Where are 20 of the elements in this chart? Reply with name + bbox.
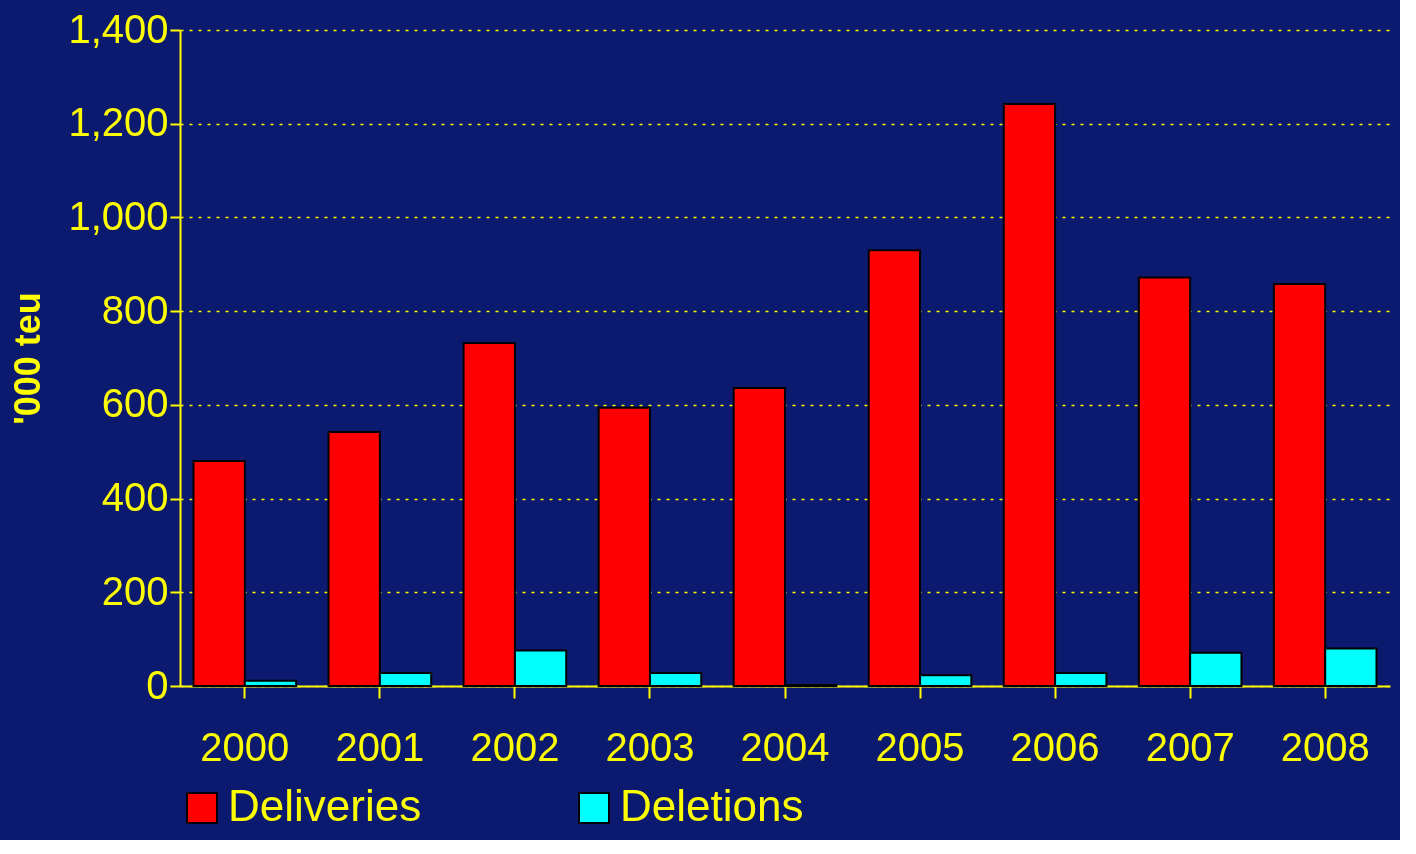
legend-label: Deliveries — [228, 781, 422, 830]
x-tick-label: 2005 — [875, 724, 965, 769]
x-tick-label: 2004 — [740, 724, 830, 769]
x-tick-label: 2007 — [1145, 724, 1235, 769]
x-tick-label: 2003 — [605, 724, 695, 769]
x-tick-label: 2002 — [470, 724, 560, 769]
y-tick-label: 0 — [146, 662, 169, 707]
y-tick-label: 1,000 — [68, 193, 169, 238]
y-axis-title: '000 teu — [7, 292, 49, 425]
x-tick-label: 2001 — [335, 724, 425, 769]
x-tick-label: 2000 — [200, 724, 290, 769]
legend-label: Deletions — [620, 781, 804, 830]
y-tick-label: 800 — [101, 287, 169, 332]
x-tick-label: 2006 — [1010, 724, 1100, 769]
y-tick-label: 1,200 — [68, 100, 169, 145]
y-tick-label: 1,400 — [68, 6, 169, 51]
y-tick-label: 200 — [101, 568, 169, 613]
x-tick-label: 2008 — [1280, 724, 1370, 769]
y-tick-label: 600 — [101, 381, 169, 426]
y-tick-label: 400 — [101, 475, 169, 520]
